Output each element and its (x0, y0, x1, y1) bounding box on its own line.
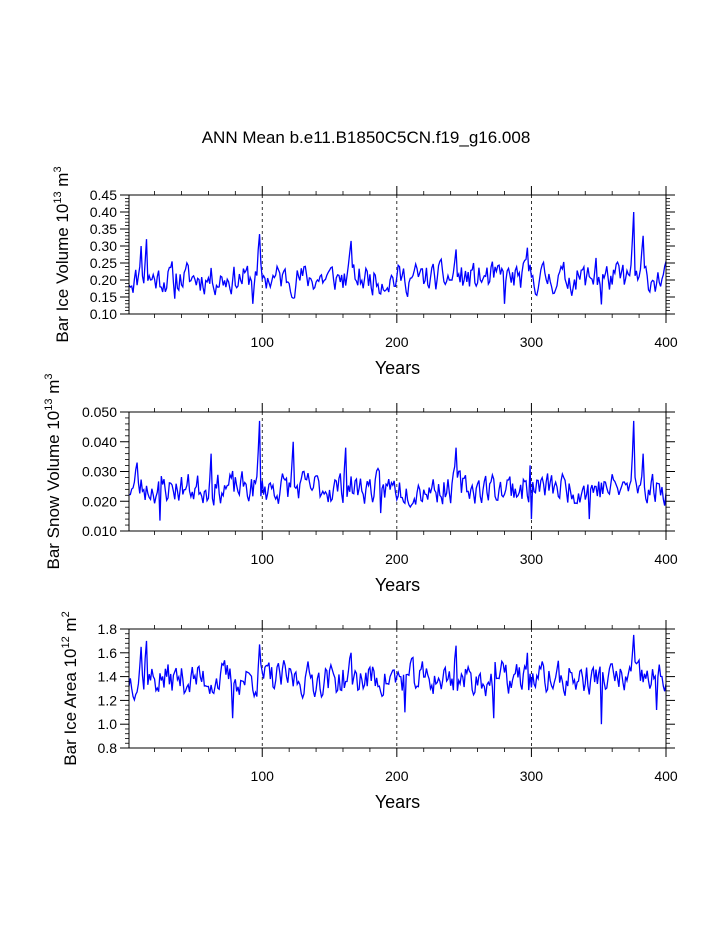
panel-ice-volume: 0.100.150.200.250.300.350.400.45 100 200 30… (52, 166, 678, 378)
y-tick-label: 0.30 (90, 238, 117, 254)
y-tick-label: 0.010 (82, 523, 117, 539)
chart-title: ANN Mean b.e11.B1850C5CN.f19_g16.008 (202, 128, 531, 147)
y-tick-label: 1.2 (98, 692, 118, 708)
panel-snow-volume: 0.010 0.020 0.030 0.040 0.050 100 200 300 400 Yea… (43, 373, 678, 595)
y-tick-label: 0.25 (90, 255, 117, 271)
y-tick-label: 0.20 (90, 272, 117, 288)
y-tick-label: 0.8 (98, 740, 118, 756)
x-tick-label: 200 (385, 334, 409, 350)
x-tick-label: 100 (251, 551, 275, 567)
y-tick-label: 0.030 (82, 464, 117, 480)
series-line (128, 211, 667, 305)
y-tick-label: 0.40 (90, 204, 117, 220)
y-axis-label: Bar Snow Volume 1013 m3 (43, 373, 63, 569)
y-tick-label: 1.0 (98, 716, 118, 732)
plot-frame (128, 628, 667, 749)
y-tick-label: 1.8 (98, 621, 118, 637)
y-tick-label: 0.040 (82, 434, 117, 450)
y-tick-label: 1.4 (98, 669, 118, 685)
y-tick-label: 0.15 (90, 289, 117, 305)
series-line (128, 420, 667, 521)
series-line (128, 634, 667, 725)
x-tick-label: 100 (251, 334, 275, 350)
x-tick-label: 100 (251, 768, 275, 784)
y-tick-label: 0.35 (90, 221, 117, 237)
y-tick-label: 0.10 (90, 306, 117, 322)
x-axis-label: Years (375, 575, 420, 595)
x-tick-label: 200 (385, 551, 409, 567)
y-tick-label: 0.020 (82, 493, 117, 509)
y-axis-label: Bar Ice Volume 1013 m3 (52, 166, 72, 342)
y-axis-label: Bar Ice Area 1012 m2 (60, 611, 80, 765)
x-tick-label: 400 (654, 768, 678, 784)
x-tick-label: 400 (654, 551, 678, 567)
x-tick-label: 200 (385, 768, 409, 784)
plot-frame (128, 194, 667, 315)
x-tick-label: 300 (520, 768, 544, 784)
panel-ice-area: 0.8 1.0 1.2 1.4 1.6 1.8 100 200 300 400 Years Bar I… (60, 611, 678, 812)
y-tick-label: 0.45 (90, 187, 117, 203)
x-tick-label: 400 (654, 334, 678, 350)
y-tick-label: 0.050 (82, 404, 117, 420)
x-tick-label: 300 (520, 551, 544, 567)
x-tick-label: 300 (520, 334, 544, 350)
y-tick-label: 1.6 (98, 645, 118, 661)
x-axis-label: Years (375, 358, 420, 378)
x-axis-label: Years (375, 792, 420, 812)
